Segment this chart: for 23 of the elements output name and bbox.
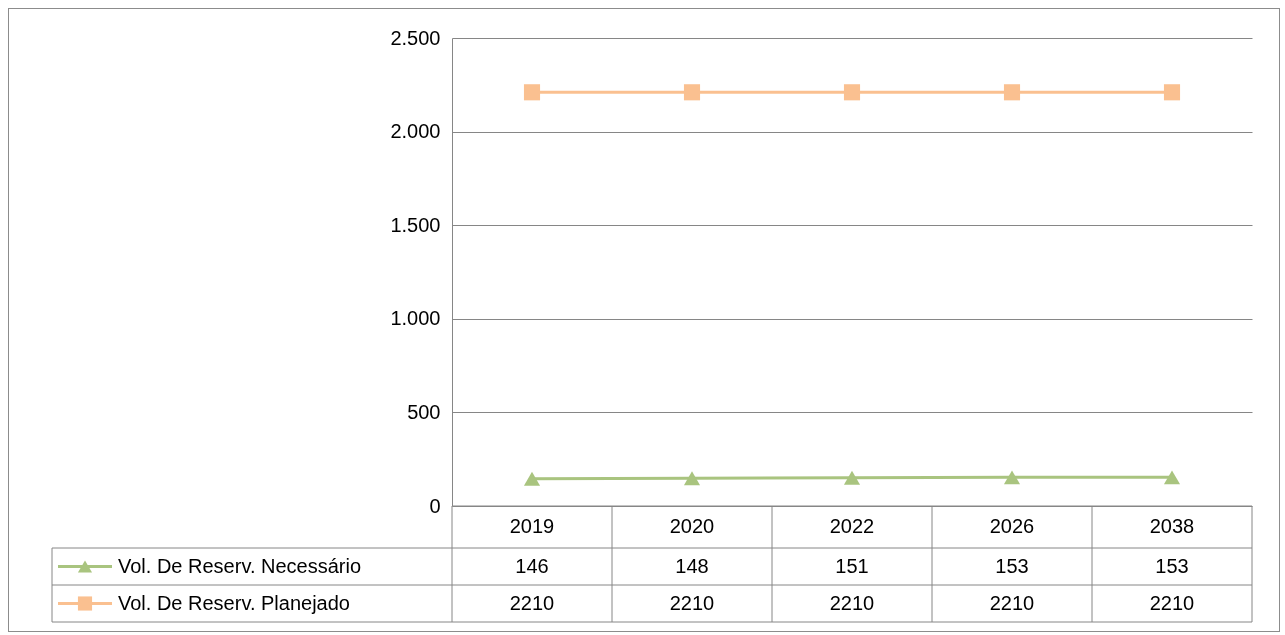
data-label: 2210 (829, 591, 875, 614)
y-tick-label: 500 (407, 400, 441, 423)
data-label: 151 (835, 554, 869, 577)
data-label: 148 (675, 554, 709, 577)
y-tick-label: 2.000 (390, 120, 441, 143)
data-label: 2210 (509, 591, 555, 614)
y-tick-label: 1.500 (390, 213, 441, 236)
data-label: 2210 (989, 591, 1035, 614)
y-tick-label: 0 (429, 494, 441, 517)
x-tick-label: 2026 (989, 515, 1035, 537)
y-tick-label: 2.500 (390, 26, 441, 49)
data-label: 153 (1155, 554, 1189, 577)
x-tick-label: 2020 (669, 515, 715, 537)
data-label: 146 (515, 554, 549, 577)
x-tick-label: 2022 (829, 515, 875, 537)
y-tick-label: 1.000 (390, 307, 441, 330)
data-label: 2210 (1149, 591, 1195, 614)
data-label: 153 (995, 554, 1029, 577)
legend-label: Vol. De Reserv. Necessário (118, 554, 362, 577)
x-tick-label: 2019 (509, 515, 555, 537)
legend-label: Vol. De Reserv. Planejado (118, 591, 350, 614)
x-tick-label: 2038 (1149, 515, 1195, 537)
data-label: 2210 (669, 591, 715, 614)
